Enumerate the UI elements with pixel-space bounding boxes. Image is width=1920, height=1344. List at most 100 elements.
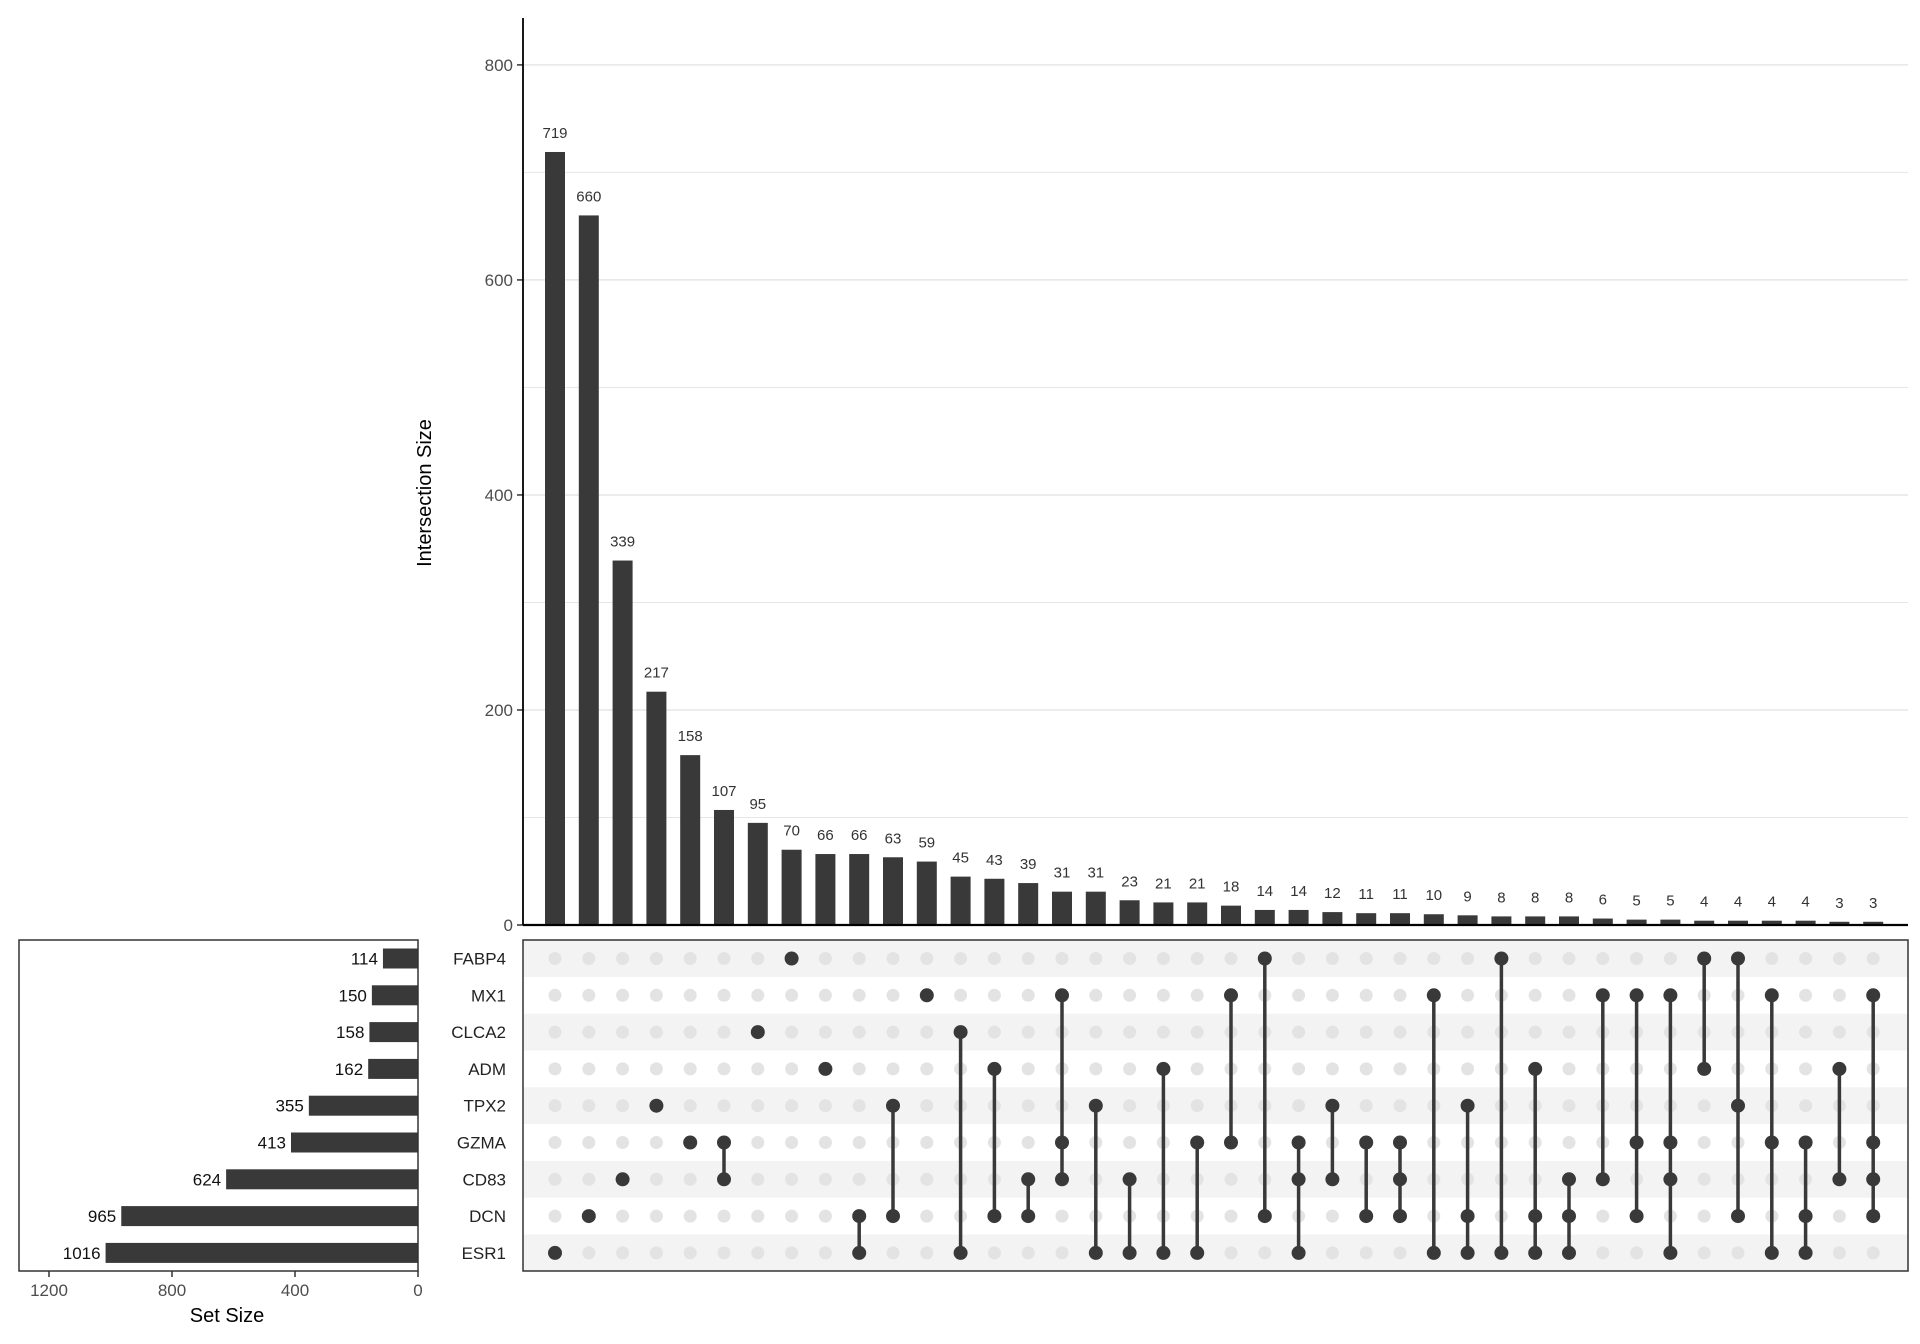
set-size-bar <box>105 1242 418 1263</box>
matrix-dot-empty <box>548 1209 562 1223</box>
matrix-dot-empty <box>1292 952 1306 965</box>
matrix-dot-empty <box>785 1136 799 1149</box>
intersection-bar <box>1187 902 1208 925</box>
matrix-dot-filled <box>1562 1209 1576 1224</box>
intersection-bar <box>1592 918 1613 925</box>
intersection-bar <box>545 151 565 925</box>
matrix-dot-filled <box>1393 1172 1407 1187</box>
matrix-dot-empty <box>1562 1062 1576 1076</box>
intersection-bar-label: 10 <box>1425 887 1442 904</box>
matrix-dot-filled <box>1393 1135 1407 1150</box>
matrix-dot-filled <box>1291 1245 1306 1260</box>
matrix-dot-empty <box>582 988 596 1002</box>
matrix-dot-filled <box>1528 1209 1543 1224</box>
matrix-dot-empty <box>852 1099 866 1113</box>
matrix-dot-empty <box>751 1172 765 1186</box>
matrix-dot-filled <box>987 1061 1002 1076</box>
matrix-dot-empty <box>1799 1025 1813 1039</box>
intersection-bar <box>1052 891 1072 925</box>
set-size-bar <box>308 1095 418 1116</box>
matrix-dot-empty <box>1325 952 1339 965</box>
matrix-dot-empty <box>751 1099 765 1113</box>
matrix-dot-empty <box>1832 1025 1846 1039</box>
intersection-bar-label: 21 <box>1155 875 1172 892</box>
matrix-dot-empty <box>683 1246 697 1260</box>
intersection-bar <box>849 854 870 925</box>
set-name-label: TPX2 <box>463 1097 506 1116</box>
matrix-dot-filled <box>886 1098 900 1113</box>
matrix-dot-filled <box>1832 1172 1847 1187</box>
matrix-dot-empty <box>616 1136 630 1149</box>
matrix-dot-filled <box>1528 1061 1543 1076</box>
set-size-label: 965 <box>88 1207 116 1226</box>
intersection-bar-label: 12 <box>1324 885 1341 902</box>
matrix-dot-empty <box>1292 1099 1306 1113</box>
matrix-dot-empty <box>1528 952 1542 965</box>
matrix-dot-empty <box>1292 1025 1306 1039</box>
matrix-dot-filled <box>1460 1209 1475 1224</box>
matrix-dot-empty <box>920 1172 934 1186</box>
matrix-dot-filled <box>1798 1209 1813 1224</box>
matrix-dot-empty <box>1055 1209 1069 1223</box>
set-size-label: 355 <box>275 1097 303 1116</box>
matrix-dot-filled <box>1764 1245 1779 1260</box>
matrix-dot-empty <box>1325 1062 1339 1076</box>
intersection-bar-label: 8 <box>1497 889 1505 906</box>
matrix-dot-empty <box>683 1172 697 1186</box>
matrix-dot-empty <box>649 1209 663 1223</box>
intersection-bar-label: 719 <box>542 125 567 142</box>
matrix-dot-filled <box>649 1098 664 1113</box>
matrix-dot-empty <box>818 1136 832 1149</box>
matrix-dot-empty <box>818 1099 832 1113</box>
matrix-dot-empty <box>920 1136 934 1149</box>
matrix-dot-filled <box>717 1172 731 1187</box>
intersection-bar <box>950 876 971 925</box>
matrix-dot-filled <box>1697 951 1712 966</box>
intersection-bar <box>1728 920 1748 925</box>
set-size-frame <box>18 939 419 1272</box>
intersection-bar <box>646 691 667 925</box>
matrix-dot-filled <box>1866 988 1881 1003</box>
matrix-dot-filled <box>1325 1172 1340 1187</box>
intersection-bar-label: 95 <box>749 796 766 813</box>
matrix-dot-empty <box>954 952 968 965</box>
matrix-dot-filled <box>1291 1135 1306 1150</box>
matrix-dot-empty <box>1156 1025 1170 1039</box>
matrix-dot-empty <box>1359 1025 1373 1039</box>
matrix-dot-empty <box>818 1209 832 1223</box>
matrix-dot-empty <box>1190 952 1204 965</box>
set-size-label: 624 <box>193 1170 221 1189</box>
matrix-dot-empty <box>548 952 562 965</box>
matrix-dot-empty <box>1596 1246 1610 1260</box>
matrix-dot-filled <box>1156 1245 1171 1260</box>
matrix-dot-filled <box>1562 1245 1576 1260</box>
intersection-bar <box>1491 916 1512 925</box>
matrix-dot-empty <box>886 1025 900 1039</box>
intersection-bar <box>1423 914 1444 925</box>
matrix-dot-filled <box>1460 1098 1475 1113</box>
set-name-label: DCN <box>469 1207 506 1226</box>
matrix-dot-empty <box>751 1136 765 1149</box>
matrix-dot-empty <box>1596 952 1610 965</box>
matrix-dot-empty <box>1190 1025 1204 1039</box>
matrix-dot-filled <box>1088 1245 1103 1260</box>
matrix-dot-empty <box>920 952 934 965</box>
matrix-dot-filled <box>750 1025 765 1040</box>
matrix-dot-empty <box>1832 952 1846 965</box>
matrix-frame <box>522 939 1909 1272</box>
matrix-dot-empty <box>649 1136 663 1149</box>
matrix-dot-empty <box>1663 952 1677 965</box>
matrix-dot-filled <box>1122 1172 1137 1187</box>
matrix-dot-empty <box>886 1062 900 1076</box>
set-x-tick-label: 400 <box>281 1281 309 1300</box>
matrix-dot-empty <box>818 952 832 965</box>
matrix-dot-filled <box>1224 1135 1238 1150</box>
matrix-dot-empty <box>649 1025 663 1039</box>
intersection-bar-label: 339 <box>610 534 635 551</box>
intersection-bar <box>1153 902 1174 925</box>
matrix-dot-empty <box>1123 1062 1137 1076</box>
matrix-dot-empty <box>1697 1246 1711 1260</box>
matrix-dot-empty <box>1393 952 1407 965</box>
intersection-bar-label: 31 <box>1054 865 1071 882</box>
